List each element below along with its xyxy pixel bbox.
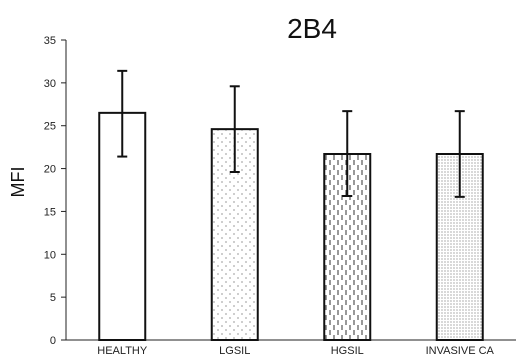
x-tick-label: HEALTHY: [97, 345, 148, 357]
y-axis-label: MFI: [8, 167, 28, 198]
chart-title: 2B4: [287, 13, 337, 44]
y-tick-label: 30: [44, 78, 56, 90]
x-tick-label: LGSIL: [219, 345, 250, 357]
y-tick-label: 15: [44, 206, 56, 218]
y-tick-label: 5: [50, 292, 56, 304]
bars: [98, 111, 484, 341]
y-tick-label: 0: [50, 335, 56, 347]
y-tick-label: 35: [44, 35, 56, 47]
x-tick-label: INVASIVE CA: [426, 345, 495, 357]
y-tick-label: 25: [44, 121, 56, 133]
x-tick-label: HGSIL: [331, 345, 364, 357]
error-bars: [117, 69, 465, 198]
y-tick-label: 20: [44, 164, 56, 176]
category-labels: HEALTHY LGSIL HGSIL INVASIVE CA: [97, 345, 494, 357]
y-tick-label: 10: [44, 249, 56, 261]
